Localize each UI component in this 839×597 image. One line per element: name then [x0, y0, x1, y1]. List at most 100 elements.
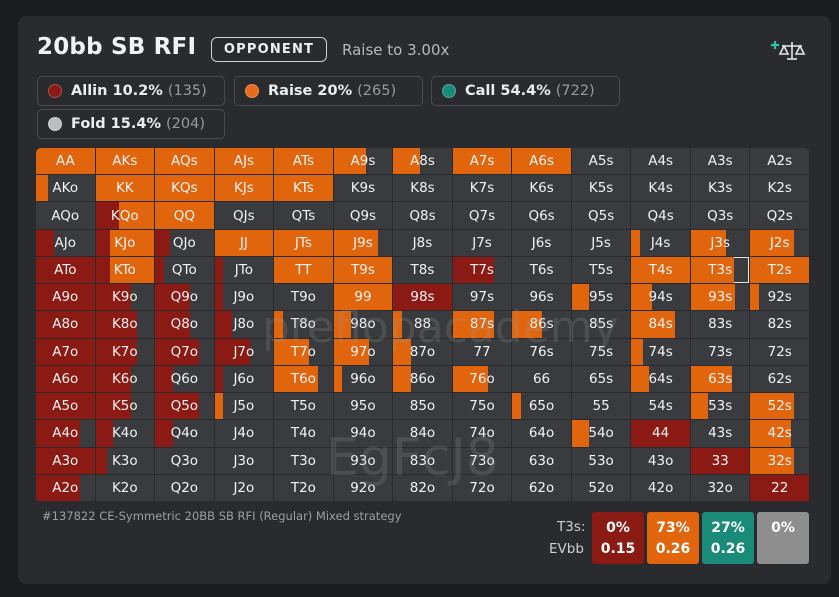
hand-cell-95s[interactable]: 95s: [571, 284, 631, 311]
hand-cell-JJ[interactable]: JJ: [214, 229, 274, 256]
hand-cell-AKo[interactable]: AKo: [36, 175, 95, 202]
hand-cell-KTo[interactable]: KTo: [95, 256, 155, 284]
hand-cell-J8s[interactable]: J8s: [393, 229, 452, 256]
hand-cell-96o[interactable]: 96o: [333, 365, 393, 393]
hand-cell-A4s[interactable]: A4s: [631, 148, 690, 175]
hand-cell-A5o[interactable]: A5o: [36, 393, 95, 420]
hand-cell-ATs[interactable]: ATs: [274, 148, 333, 175]
hand-cell-J9s[interactable]: J9s: [333, 229, 393, 256]
hand-cell-84o[interactable]: 84o: [393, 420, 452, 447]
hand-cell-64s[interactable]: 64s: [631, 365, 690, 393]
hand-cell-J2s[interactable]: J2s: [750, 229, 809, 256]
hand-cell-J5s[interactable]: J5s: [571, 229, 631, 256]
hand-cell-K3o[interactable]: K3o: [95, 447, 155, 474]
hand-cell-A9o[interactable]: A9o: [36, 284, 95, 311]
hand-cell-KQs[interactable]: KQs: [155, 175, 214, 202]
hand-cell-AKs[interactable]: AKs: [95, 148, 155, 175]
hand-cell-T9s[interactable]: T9s: [333, 256, 393, 284]
hand-cell-43o[interactable]: 43o: [631, 447, 690, 474]
hand-cell-83o[interactable]: 83o: [393, 447, 452, 474]
hand-cell-A3o[interactable]: A3o: [36, 447, 95, 474]
hand-cell-TT[interactable]: TT: [274, 256, 333, 284]
hand-cell-Q7s[interactable]: Q7s: [452, 202, 512, 229]
hand-cell-93s[interactable]: 93s: [690, 284, 750, 311]
hand-cell-J4s[interactable]: J4s: [631, 229, 690, 256]
hand-cell-62s[interactable]: 62s: [750, 365, 809, 393]
hand-cell-A7s[interactable]: A7s: [452, 148, 512, 175]
hand-cell-Q3o[interactable]: Q3o: [155, 447, 214, 474]
hand-cell-K8o[interactable]: K8o: [95, 311, 155, 338]
hand-cell-T6s[interactable]: T6s: [512, 256, 571, 284]
hand-cell-32o[interactable]: 32o: [690, 474, 750, 501]
hand-cell-73o[interactable]: 73o: [452, 447, 512, 474]
hand-cell-T4s[interactable]: T4s: [631, 256, 690, 284]
hand-cell-A2s[interactable]: A2s: [750, 148, 809, 175]
hand-cell-AQo[interactable]: AQo: [36, 202, 95, 229]
hand-cell-K2o[interactable]: K2o: [95, 474, 155, 501]
hand-cell-T2o[interactable]: T2o: [274, 474, 333, 501]
hand-cell-Q8o[interactable]: Q8o: [155, 311, 214, 338]
hand-cell-J6s[interactable]: J6s: [512, 229, 571, 256]
hand-cell-64o[interactable]: 64o: [512, 420, 571, 447]
hand-cell-AQs[interactable]: AQs: [155, 148, 214, 175]
hand-cell-98s[interactable]: 98s: [393, 284, 452, 311]
hand-cell-Q5o[interactable]: Q5o: [155, 393, 214, 420]
hand-cell-Q7o[interactable]: Q7o: [155, 338, 214, 365]
hand-cell-ATo[interactable]: ATo: [36, 256, 95, 284]
hand-cell-J7o[interactable]: J7o: [214, 338, 274, 365]
hand-cell-K5s[interactable]: K5s: [571, 175, 631, 202]
hand-cell-K3s[interactable]: K3s: [690, 175, 750, 202]
hand-cell-Q2s[interactable]: Q2s: [750, 202, 809, 229]
hand-cell-75o[interactable]: 75o: [452, 393, 512, 420]
hand-cell-T5s[interactable]: T5s: [571, 256, 631, 284]
hand-cell-63s[interactable]: 63s: [690, 365, 750, 393]
hand-cell-93o[interactable]: 93o: [333, 447, 393, 474]
hand-cell-98o[interactable]: 98o: [333, 311, 393, 338]
hand-cell-K2s[interactable]: K2s: [750, 175, 809, 202]
hand-cell-A6o[interactable]: A6o: [36, 365, 95, 393]
add-compare-icon[interactable]: [770, 38, 806, 64]
hand-cell-K6o[interactable]: K6o: [95, 365, 155, 393]
hand-cell-J2o[interactable]: J2o: [214, 474, 274, 501]
hand-cell-KJo[interactable]: KJo: [95, 229, 155, 256]
hand-cell-92s[interactable]: 92s: [750, 284, 809, 311]
hand-cell-A4o[interactable]: A4o: [36, 420, 95, 447]
hand-cell-A5s[interactable]: A5s: [571, 148, 631, 175]
hand-cell-J3s[interactable]: J3s: [690, 229, 750, 256]
hand-cell-J5o[interactable]: J5o: [214, 393, 274, 420]
hand-cell-K7s[interactable]: K7s: [452, 175, 512, 202]
hand-cell-QTs[interactable]: QTs: [274, 202, 333, 229]
hand-cell-KK[interactable]: KK: [95, 175, 155, 202]
hand-cell-K5o[interactable]: K5o: [95, 393, 155, 420]
hand-cell-87s[interactable]: 87s: [452, 311, 512, 338]
hand-cell-A3s[interactable]: A3s: [690, 148, 750, 175]
hand-cell-Q6s[interactable]: Q6s: [512, 202, 571, 229]
hand-cell-JTs[interactable]: JTs: [274, 229, 333, 256]
hand-cell-K9o[interactable]: K9o: [95, 284, 155, 311]
hand-cell-66[interactable]: 66: [512, 365, 571, 393]
hand-cell-76s[interactable]: 76s: [512, 338, 571, 365]
hand-cell-65s[interactable]: 65s: [571, 365, 631, 393]
hand-cell-Q5s[interactable]: Q5s: [571, 202, 631, 229]
hand-cell-T8o[interactable]: T8o: [274, 311, 333, 338]
hand-cell-Q9o[interactable]: Q9o: [155, 284, 214, 311]
hand-cell-96s[interactable]: 96s: [512, 284, 571, 311]
hand-cell-94s[interactable]: 94s: [631, 284, 690, 311]
hand-cell-T7s[interactable]: T7s: [452, 256, 512, 284]
hand-cell-AA[interactable]: AA: [36, 148, 95, 175]
hand-cell-75s[interactable]: 75s: [571, 338, 631, 365]
hand-cell-J9o[interactable]: J9o: [214, 284, 274, 311]
hand-cell-T2s[interactable]: T2s: [750, 256, 809, 284]
hand-cell-T8s[interactable]: T8s: [393, 256, 452, 284]
hand-cell-32s[interactable]: 32s: [750, 447, 809, 474]
hand-cell-J8o[interactable]: J8o: [214, 311, 274, 338]
hand-cell-A7o[interactable]: A7o: [36, 338, 95, 365]
hand-cell-A8s[interactable]: A8s: [393, 148, 452, 175]
legend-raise[interactable]: Raise 20% (265): [234, 76, 423, 106]
hand-cell-AJo[interactable]: AJo: [36, 229, 95, 256]
hand-cell-85s[interactable]: 85s: [571, 311, 631, 338]
hand-cell-QTo[interactable]: QTo: [155, 256, 214, 284]
hand-cell-33[interactable]: 33: [690, 447, 750, 474]
hand-cell-A6s[interactable]: A6s: [512, 148, 571, 175]
hand-cell-K9s[interactable]: K9s: [333, 175, 393, 202]
